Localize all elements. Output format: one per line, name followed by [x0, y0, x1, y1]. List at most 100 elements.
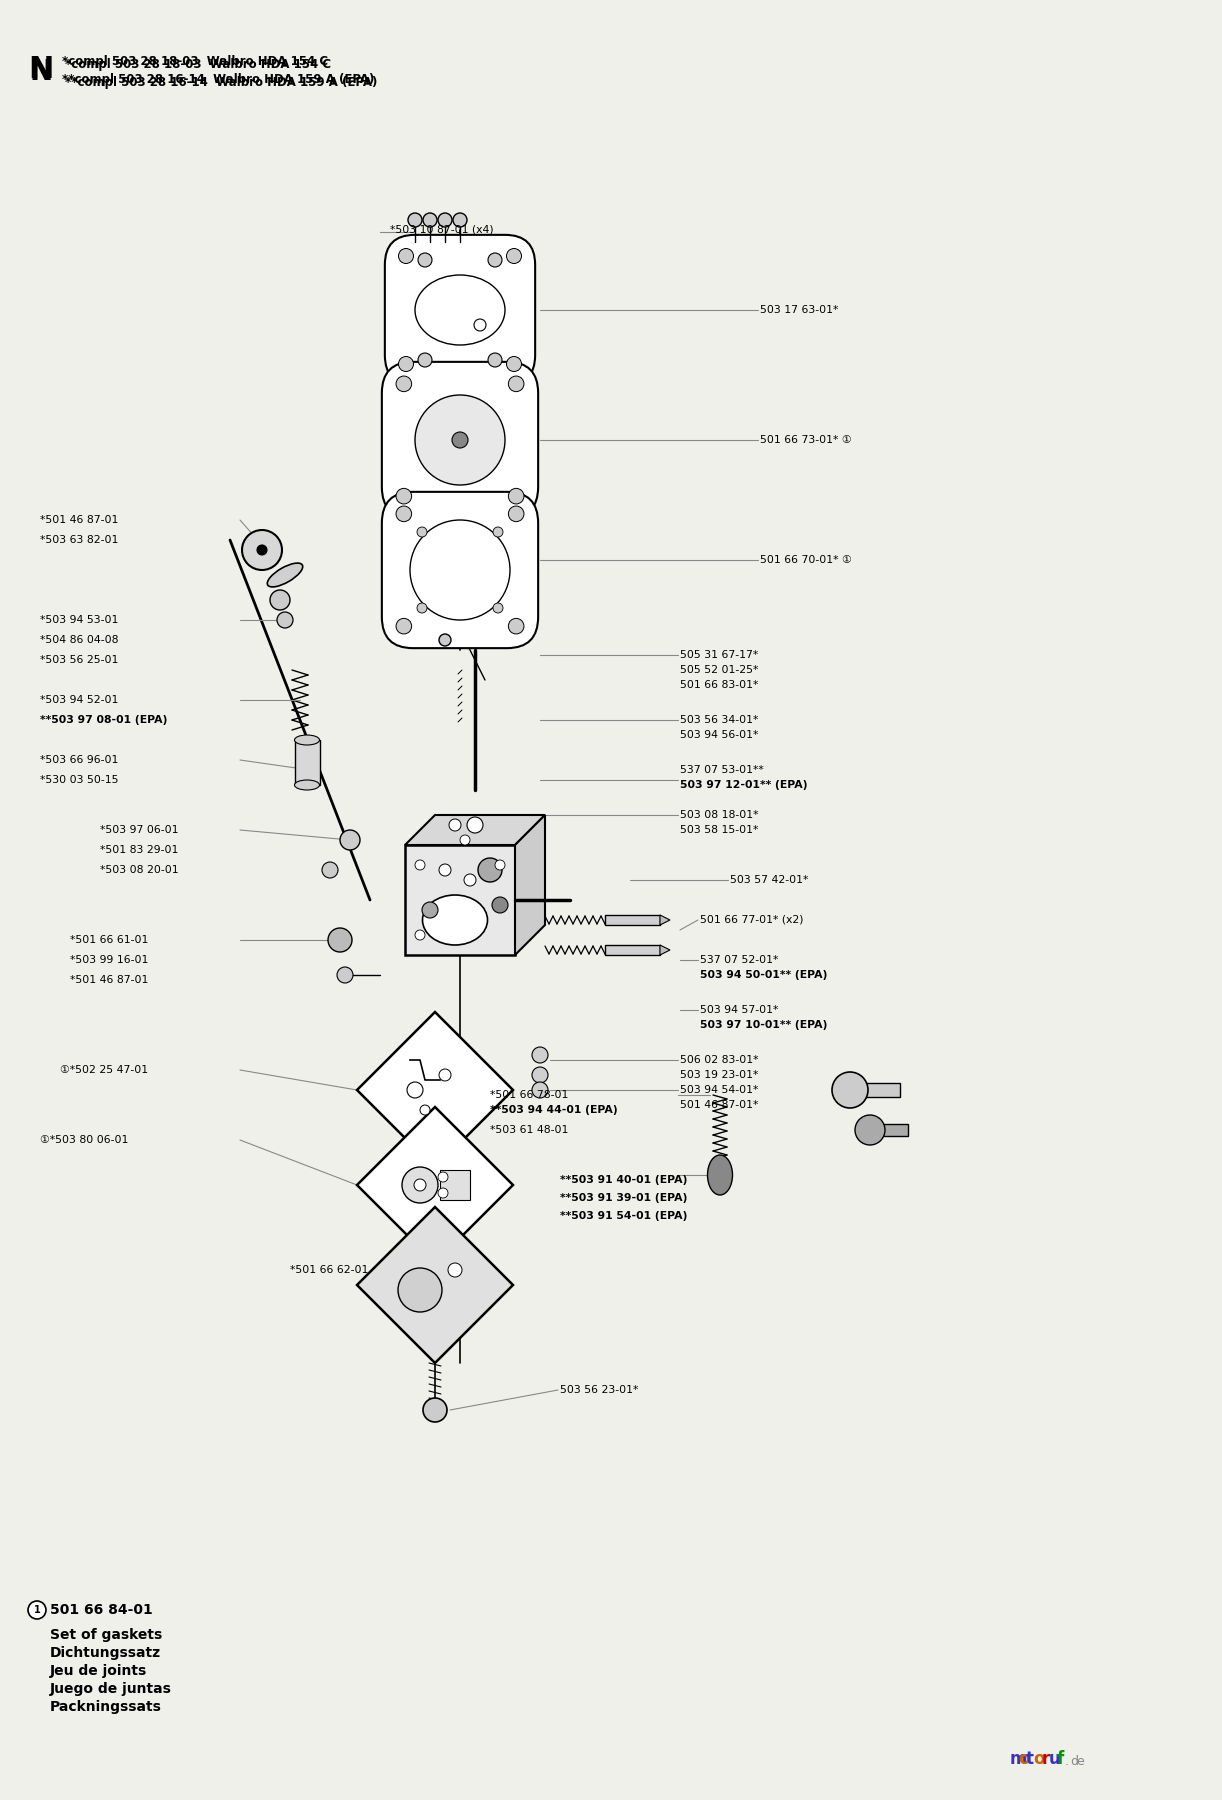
Circle shape [28, 1600, 46, 1618]
FancyBboxPatch shape [385, 234, 535, 385]
Circle shape [422, 902, 437, 918]
Text: **compl 503 28 16-14  Walbro HDA 159 A (EPA): **compl 503 28 16-14 Walbro HDA 159 A (E… [62, 74, 374, 86]
Circle shape [508, 488, 524, 504]
Text: *compl 503 28 18-03  Walbro HDA 154 C: *compl 503 28 18-03 Walbro HDA 154 C [65, 58, 331, 70]
Text: t: t [1025, 1750, 1034, 1768]
Text: 503 56 23-01*: 503 56 23-01* [560, 1384, 638, 1395]
Text: ①*502 25 47-01: ①*502 25 47-01 [60, 1066, 148, 1075]
Circle shape [396, 376, 412, 392]
Text: N: N [31, 58, 53, 86]
Circle shape [327, 929, 352, 952]
Text: e: e [1077, 1755, 1084, 1768]
Text: 505 31 67-17*: 505 31 67-17* [679, 650, 758, 661]
Circle shape [417, 527, 426, 536]
Circle shape [415, 860, 425, 869]
Circle shape [323, 862, 338, 878]
Circle shape [396, 488, 412, 504]
Circle shape [418, 353, 433, 367]
Circle shape [478, 859, 502, 882]
Text: 506 02 83-01*: 506 02 83-01* [679, 1055, 759, 1066]
Circle shape [340, 830, 360, 850]
Text: **503 94 44-01 (EPA): **503 94 44-01 (EPA) [490, 1105, 617, 1114]
Text: 503 97 12-01** (EPA): 503 97 12-01** (EPA) [679, 779, 808, 790]
Text: *530 03 50-15: *530 03 50-15 [40, 776, 119, 785]
Text: Juego de juntas: Juego de juntas [50, 1681, 172, 1696]
Text: *503 61 48-01: *503 61 48-01 [490, 1125, 568, 1136]
Text: Set of gaskets: Set of gaskets [50, 1627, 163, 1642]
Text: *503 08 20-01: *503 08 20-01 [100, 866, 178, 875]
Circle shape [439, 1069, 451, 1082]
Circle shape [492, 603, 503, 614]
Circle shape [459, 835, 470, 844]
Circle shape [532, 1082, 547, 1098]
Circle shape [495, 860, 505, 869]
Text: *501 66 62-01: *501 66 62-01 [290, 1265, 368, 1274]
Circle shape [398, 356, 413, 371]
Ellipse shape [295, 734, 319, 745]
Text: Packningssats: Packningssats [50, 1699, 161, 1714]
Circle shape [417, 603, 426, 614]
Text: 501 66 70-01* ①: 501 66 70-01* ① [760, 554, 852, 565]
Circle shape [396, 619, 412, 634]
Circle shape [532, 1067, 547, 1084]
Circle shape [488, 254, 502, 266]
Circle shape [270, 590, 290, 610]
Text: r: r [1041, 1750, 1050, 1768]
Circle shape [423, 1399, 447, 1422]
FancyBboxPatch shape [381, 362, 538, 518]
Circle shape [508, 506, 524, 522]
Text: *503 94 53-01: *503 94 53-01 [40, 616, 119, 625]
Text: *501 46 87-01: *501 46 87-01 [70, 976, 148, 985]
Text: 503 97 10-01** (EPA): 503 97 10-01** (EPA) [700, 1021, 827, 1030]
Text: *503 94 52-01: *503 94 52-01 [40, 695, 119, 706]
Circle shape [411, 520, 510, 619]
Text: 503 94 57-01*: 503 94 57-01* [700, 1004, 778, 1015]
Circle shape [423, 212, 437, 227]
Text: *503 10 87-01 (x4): *503 10 87-01 (x4) [390, 225, 494, 236]
Text: 537 07 53-01**: 537 07 53-01** [679, 765, 764, 776]
Circle shape [437, 1188, 448, 1199]
Text: .: . [1064, 1755, 1068, 1768]
Text: m: m [1011, 1750, 1028, 1768]
Text: N: N [28, 56, 54, 85]
Text: 503 17 63-01*: 503 17 63-01* [760, 304, 838, 315]
Text: o: o [1034, 1750, 1045, 1768]
Text: *501 46 87-01: *501 46 87-01 [40, 515, 119, 526]
Circle shape [398, 1267, 442, 1312]
Circle shape [242, 529, 282, 571]
Text: 501 46 87-01*: 501 46 87-01* [679, 1100, 759, 1111]
Text: **503 91 39-01 (EPA): **503 91 39-01 (EPA) [560, 1193, 687, 1202]
Text: 503 94 54-01*: 503 94 54-01* [679, 1085, 759, 1094]
Circle shape [488, 353, 502, 367]
Text: ①*503 80 06-01: ①*503 80 06-01 [40, 1136, 128, 1145]
Text: *503 63 82-01: *503 63 82-01 [40, 535, 119, 545]
Polygon shape [357, 1107, 513, 1264]
Circle shape [492, 527, 503, 536]
Circle shape [832, 1073, 868, 1109]
Circle shape [532, 1048, 547, 1064]
Text: f: f [1057, 1750, 1064, 1768]
Text: Jeu de joints: Jeu de joints [50, 1663, 147, 1678]
Circle shape [437, 1172, 448, 1183]
Circle shape [855, 1114, 885, 1145]
Text: **503 91 54-01 (EPA): **503 91 54-01 (EPA) [560, 1211, 687, 1220]
Polygon shape [660, 945, 670, 956]
Text: *compl 503 28 18-03  Walbro HDA 154 C: *compl 503 28 18-03 Walbro HDA 154 C [62, 56, 329, 68]
Text: 501 66 73-01* ①: 501 66 73-01* ① [760, 436, 852, 445]
Text: *501 66 78-01: *501 66 78-01 [490, 1091, 568, 1100]
Text: *504 86 04-08: *504 86 04-08 [40, 635, 119, 644]
Text: 501 66 83-01*: 501 66 83-01* [679, 680, 759, 689]
Text: 503 94 50-01** (EPA): 503 94 50-01** (EPA) [700, 970, 827, 979]
Text: 1: 1 [34, 1606, 40, 1615]
Polygon shape [660, 914, 670, 925]
Text: **503 91 40-01 (EPA): **503 91 40-01 (EPA) [560, 1175, 687, 1184]
Circle shape [439, 864, 451, 877]
Text: d: d [1070, 1755, 1079, 1768]
Circle shape [506, 356, 522, 371]
Text: o: o [1018, 1750, 1029, 1768]
Circle shape [418, 254, 433, 266]
Circle shape [437, 212, 452, 227]
Text: *503 97 06-01: *503 97 06-01 [100, 824, 178, 835]
Circle shape [337, 967, 353, 983]
Circle shape [415, 394, 505, 484]
